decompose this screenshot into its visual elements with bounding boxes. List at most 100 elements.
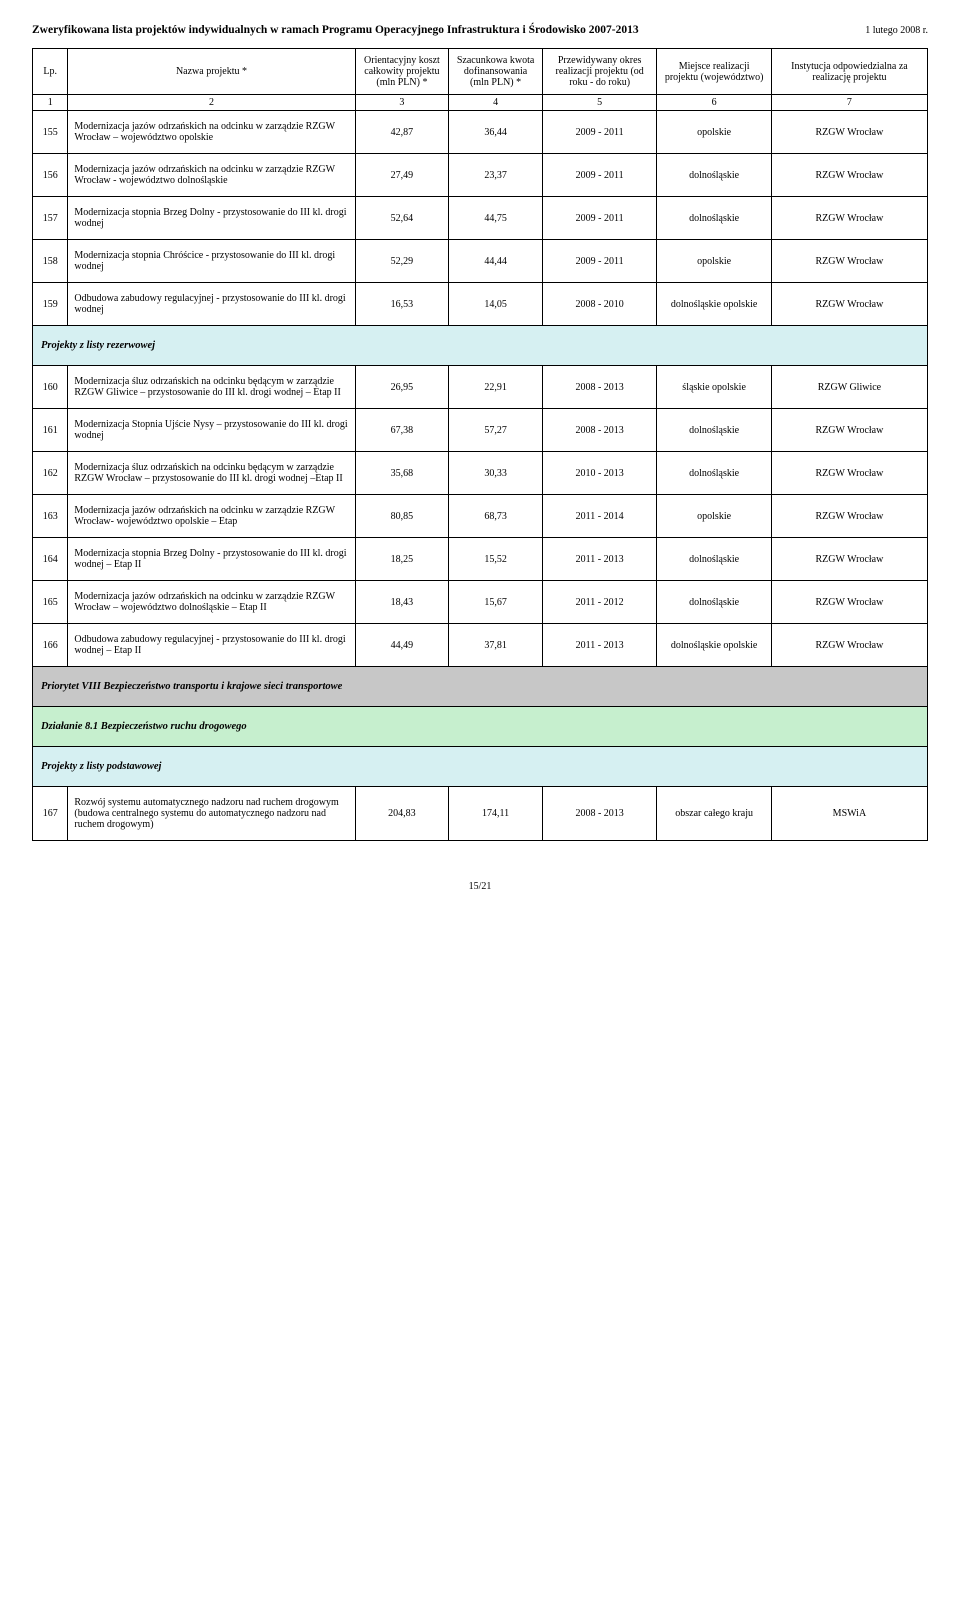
cell-lp: 167	[33, 787, 68, 841]
cell-funding: 14,05	[449, 283, 543, 326]
col-header-period: Przewidywany okres realizacji projektu (…	[542, 49, 656, 95]
cell-institution: RZGW Wrocław	[771, 154, 927, 197]
table-row: 162Modernizacja śluz odrzańskich na odci…	[33, 452, 928, 495]
cell-place: dolnośląskie	[657, 538, 771, 581]
section-row: Projekty z listy podstawowej	[33, 747, 928, 787]
cell-name: Modernizacja jazów odrzańskich na odcink…	[68, 154, 355, 197]
cell-period: 2008 - 2013	[542, 409, 656, 452]
cell-place: obszar całego kraju	[657, 787, 771, 841]
cell-period: 2010 - 2013	[542, 452, 656, 495]
cell-lp: 159	[33, 283, 68, 326]
cell-cost: 80,85	[355, 495, 449, 538]
table-row: 165Modernizacja jazów odrzańskich na odc…	[33, 581, 928, 624]
cell-cost: 35,68	[355, 452, 449, 495]
cell-period: 2011 - 2013	[542, 624, 656, 667]
col-num-3: 3	[355, 95, 449, 111]
cell-institution: RZGW Wrocław	[771, 111, 927, 154]
cell-place: dolnośląskie	[657, 197, 771, 240]
section-label: Projekty z listy rezerwowej	[33, 326, 928, 366]
cell-funding: 15,52	[449, 538, 543, 581]
cell-place: dolnośląskie	[657, 452, 771, 495]
cell-cost: 26,95	[355, 366, 449, 409]
document-title: Zweryfikowana lista projektów indywidual…	[32, 24, 639, 36]
cell-institution: RZGW Wrocław	[771, 197, 927, 240]
col-num-5: 5	[542, 95, 656, 111]
cell-place: opolskie	[657, 240, 771, 283]
cell-cost: 18,43	[355, 581, 449, 624]
section-label: Działanie 8.1 Bezpieczeństwo ruchu drogo…	[33, 707, 928, 747]
cell-cost: 18,25	[355, 538, 449, 581]
cell-funding: 22,91	[449, 366, 543, 409]
table-row: 164Modernizacja stopnia Brzeg Dolny - pr…	[33, 538, 928, 581]
cell-lp: 163	[33, 495, 68, 538]
cell-lp: 156	[33, 154, 68, 197]
cell-period: 2011 - 2014	[542, 495, 656, 538]
cell-period: 2009 - 2011	[542, 240, 656, 283]
header-row: Lp. Nazwa projektu * Orientacyjny koszt …	[33, 49, 928, 95]
cell-funding: 36,44	[449, 111, 543, 154]
cell-name: Modernizacja jazów odrzańskich na odcink…	[68, 495, 355, 538]
table-row: 166Odbudowa zabudowy regulacyjnej - przy…	[33, 624, 928, 667]
cell-period: 2008 - 2013	[542, 366, 656, 409]
cell-cost: 16,53	[355, 283, 449, 326]
cell-place: dolnośląskie	[657, 409, 771, 452]
cell-funding: 44,44	[449, 240, 543, 283]
cell-lp: 160	[33, 366, 68, 409]
table-row: 157Modernizacja stopnia Brzeg Dolny - pr…	[33, 197, 928, 240]
cell-period: 2009 - 2011	[542, 154, 656, 197]
section-row: Priorytet VIII Bezpieczeństwo transportu…	[33, 667, 928, 707]
col-header-institution: Instytucja odpowiedzialna za realizację …	[771, 49, 927, 95]
cell-cost: 52,64	[355, 197, 449, 240]
cell-name: Odbudowa zabudowy regulacyjnej - przysto…	[68, 624, 355, 667]
cell-name: Modernizacja jazów odrzańskich na odcink…	[68, 581, 355, 624]
col-num-1: 1	[33, 95, 68, 111]
cell-lp: 155	[33, 111, 68, 154]
col-num-7: 7	[771, 95, 927, 111]
page-header: Zweryfikowana lista projektów indywidual…	[32, 24, 928, 36]
cell-funding: 23,37	[449, 154, 543, 197]
col-header-funding: Szacunkowa kwota dofinansowania (mln PLN…	[449, 49, 543, 95]
cell-institution: RZGW Wrocław	[771, 283, 927, 326]
table-row: 156Modernizacja jazów odrzańskich na odc…	[33, 154, 928, 197]
col-num-2: 2	[68, 95, 355, 111]
cell-institution: RZGW Wrocław	[771, 495, 927, 538]
cell-cost: 67,38	[355, 409, 449, 452]
table-row: 160Modernizacja śluz odrzańskich na odci…	[33, 366, 928, 409]
cell-lp: 157	[33, 197, 68, 240]
cell-name: Modernizacja stopnia Brzeg Dolny - przys…	[68, 538, 355, 581]
cell-funding: 57,27	[449, 409, 543, 452]
table-row: 155Modernizacja jazów odrzańskich na odc…	[33, 111, 928, 154]
cell-institution: RZGW Wrocław	[771, 452, 927, 495]
cell-name: Modernizacja Stopnia Ujście Nysy – przys…	[68, 409, 355, 452]
section-label: Projekty z listy podstawowej	[33, 747, 928, 787]
cell-lp: 162	[33, 452, 68, 495]
cell-funding: 174,11	[449, 787, 543, 841]
table-row: 159Odbudowa zabudowy regulacyjnej - przy…	[33, 283, 928, 326]
cell-institution: RZGW Wrocław	[771, 240, 927, 283]
cell-name: Modernizacja śluz odrzańskich na odcinku…	[68, 366, 355, 409]
cell-place: opolskie	[657, 111, 771, 154]
document-date: 1 lutego 2008 r.	[865, 25, 928, 36]
cell-name: Modernizacja stopnia Brzeg Dolny - przys…	[68, 197, 355, 240]
cell-cost: 44,49	[355, 624, 449, 667]
page-number: 15/21	[32, 881, 928, 892]
cell-period: 2008 - 2013	[542, 787, 656, 841]
cell-institution: RZGW Wrocław	[771, 409, 927, 452]
cell-period: 2009 - 2011	[542, 197, 656, 240]
cell-cost: 27,49	[355, 154, 449, 197]
cell-institution: MSWiA	[771, 787, 927, 841]
section-row: Projekty z listy rezerwowej	[33, 326, 928, 366]
cell-name: Modernizacja jazów odrzańskich na odcink…	[68, 111, 355, 154]
cell-funding: 30,33	[449, 452, 543, 495]
cell-period: 2009 - 2011	[542, 111, 656, 154]
cell-institution: RZGW Wrocław	[771, 538, 927, 581]
cell-period: 2011 - 2013	[542, 538, 656, 581]
cell-lp: 161	[33, 409, 68, 452]
col-header-place: Miejsce realizacji projektu (województwo…	[657, 49, 771, 95]
cell-funding: 15,67	[449, 581, 543, 624]
cell-cost: 52,29	[355, 240, 449, 283]
cell-cost: 204,83	[355, 787, 449, 841]
cell-institution: RZGW Gliwice	[771, 366, 927, 409]
cell-period: 2008 - 2010	[542, 283, 656, 326]
col-num-6: 6	[657, 95, 771, 111]
